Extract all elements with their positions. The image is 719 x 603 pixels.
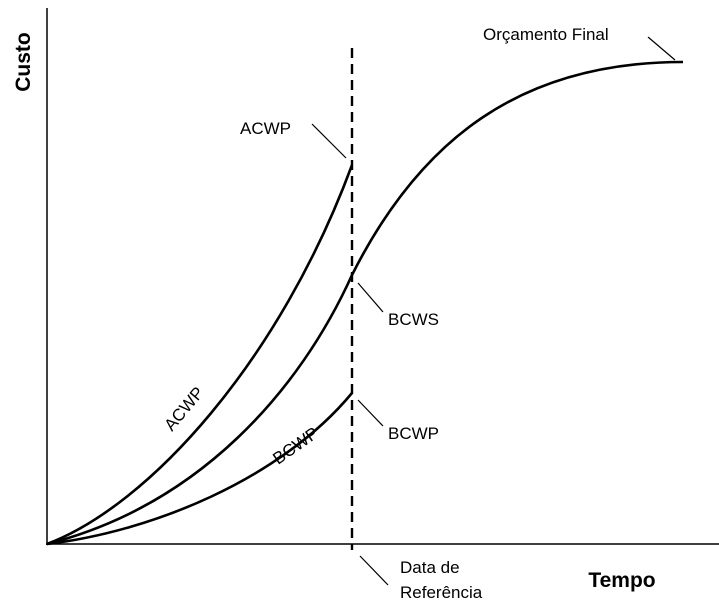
bcws-curve [46, 60, 684, 546]
leader-line [357, 399, 384, 427]
reference-label: Referência [400, 583, 483, 602]
bcwp-curve-label: BCWP [269, 423, 322, 468]
leader-line [357, 282, 384, 313]
bcwp-label: BCWP [388, 424, 439, 443]
acwp-curve [46, 164, 354, 546]
reference-label: Data de [400, 558, 460, 577]
bcws-label: BCWS [388, 310, 439, 329]
final-budget-label: Orçamento Final [483, 25, 609, 44]
leader-line [647, 36, 676, 61]
y-axis-label: Custo [12, 32, 35, 92]
acwp-label: ACWP [240, 119, 291, 138]
bcwp-curve [46, 392, 354, 546]
leader-line [311, 123, 347, 159]
x-axis-label: Tempo [588, 569, 655, 592]
leader-line [359, 555, 389, 586]
